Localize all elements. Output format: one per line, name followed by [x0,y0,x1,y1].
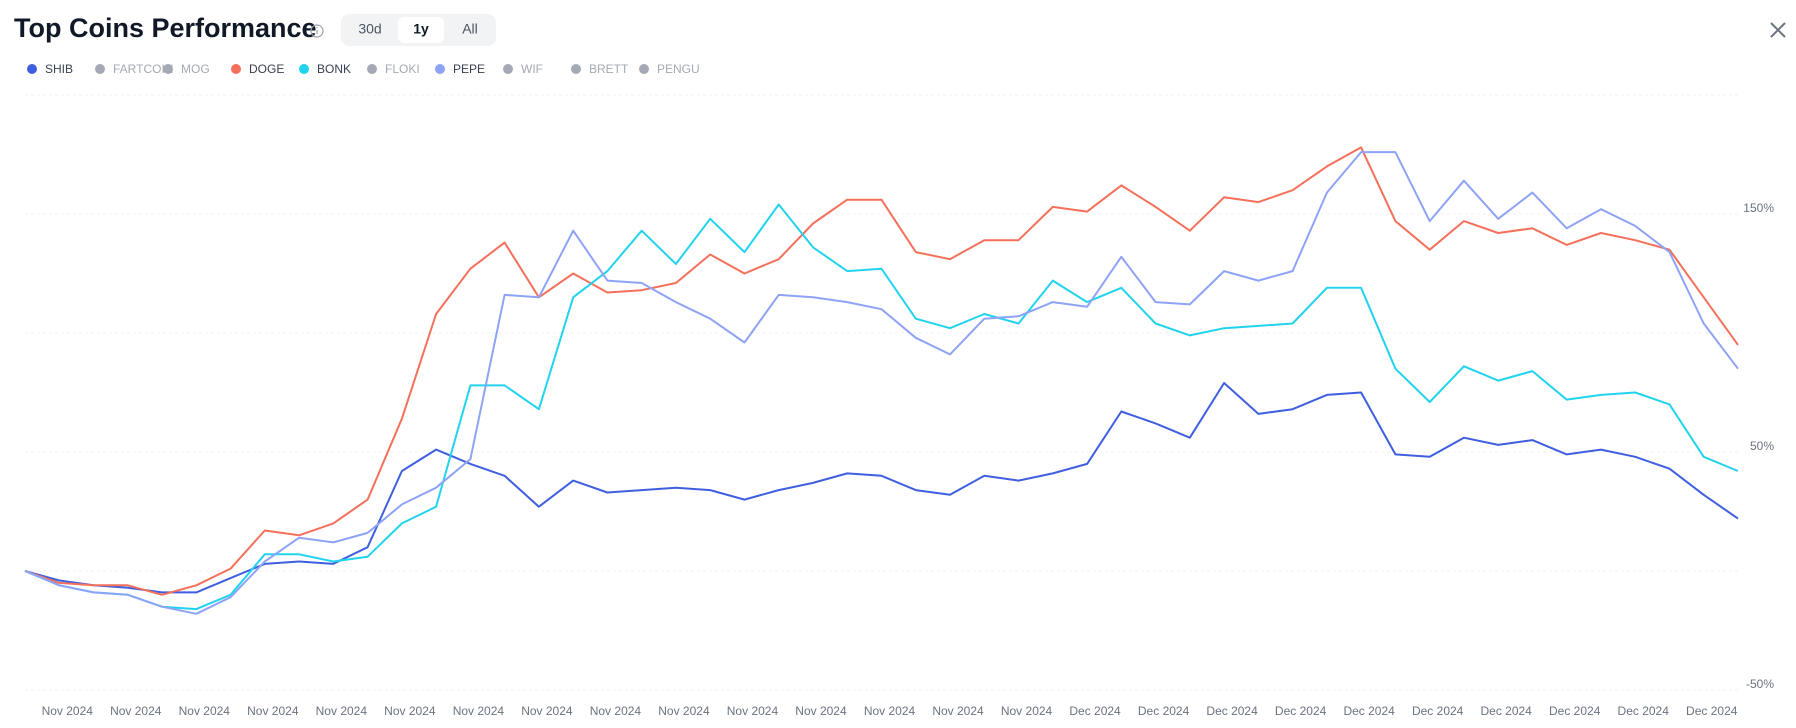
legend-label[interactable]: SHIB [45,62,73,76]
x-tick-label: Nov 2024 [384,704,436,718]
x-tick-label: Nov 2024 [42,704,94,718]
x-tick-label: Nov 2024 [316,704,368,718]
chart-title: Top Coins Performance [14,13,317,43]
legend-swatch[interactable] [299,64,309,74]
legend-swatch[interactable] [27,64,37,74]
legend-label[interactable]: PENGU [657,62,700,76]
x-tick-label: Nov 2024 [1001,704,1053,718]
legend-label[interactable]: BONK [317,62,351,76]
series-line [24,203,1739,611]
x-tick-label: Nov 2024 [179,704,231,718]
y-tick-label: -50% [1746,677,1774,691]
legend-swatch[interactable] [571,64,581,74]
legend-label[interactable]: PEPE [453,62,485,76]
legend-label[interactable]: DOGE [249,62,284,76]
x-tick-label: Nov 2024 [864,704,916,718]
x-tick-label: Nov 2024 [727,704,779,718]
x-tick-label: Nov 2024 [590,704,642,718]
x-tick-label: Dec 2024 [1069,704,1121,718]
legend-label[interactable]: WIF [521,62,543,76]
x-tick-label: Nov 2024 [247,704,299,718]
x-tick-label: Nov 2024 [932,704,984,718]
x-tick-label: Dec 2024 [1275,704,1327,718]
x-tick-label: Dec 2024 [1686,704,1738,718]
range-button[interactable]: 30d [358,21,381,37]
x-tick-label: Nov 2024 [795,704,847,718]
series-line [24,146,1739,596]
legend-swatch[interactable] [639,64,649,74]
legend-swatch[interactable] [503,64,513,74]
x-tick-label: Nov 2024 [453,704,505,718]
x-tick-label: Dec 2024 [1412,704,1464,718]
series-line [24,382,1739,594]
legend-swatch[interactable] [163,64,173,74]
series-line [24,151,1739,615]
legend-label[interactable]: BRETT [589,62,629,76]
legend-label[interactable]: FARTCOIN [113,62,173,76]
info-icon[interactable] [310,24,324,38]
y-tick-label: 50% [1750,439,1774,453]
x-tick-label: Nov 2024 [110,704,162,718]
range-button[interactable]: 1y [413,21,429,37]
x-tick-label: Nov 2024 [658,704,710,718]
close-button[interactable] [1770,22,1786,38]
y-tick-label: 150% [1743,201,1774,215]
legend-label[interactable]: MOG [181,62,210,76]
range-button[interactable]: All [462,21,478,37]
legend-swatch[interactable] [367,64,377,74]
x-tick-label: Dec 2024 [1480,704,1532,718]
legend-swatch[interactable] [435,64,445,74]
x-tick-label: Dec 2024 [1343,704,1395,718]
legend-swatch[interactable] [231,64,241,74]
legend-label[interactable]: FLOKI [385,62,420,76]
range-button-active[interactable] [398,17,444,43]
x-tick-label: Dec 2024 [1206,704,1258,718]
x-tick-label: Dec 2024 [1138,704,1190,718]
legend-swatch[interactable] [95,64,105,74]
x-tick-label: Dec 2024 [1618,704,1670,718]
x-tick-label: Nov 2024 [521,704,573,718]
x-tick-label: Dec 2024 [1549,704,1601,718]
